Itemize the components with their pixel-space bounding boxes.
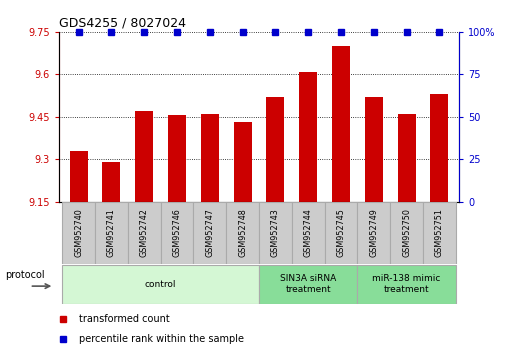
FancyBboxPatch shape <box>358 202 390 264</box>
FancyBboxPatch shape <box>128 202 161 264</box>
Text: GSM952744: GSM952744 <box>304 209 313 257</box>
Text: GSM952748: GSM952748 <box>238 209 247 257</box>
Bar <box>135 111 153 202</box>
Text: protocol: protocol <box>5 270 44 280</box>
Bar <box>398 114 416 202</box>
FancyBboxPatch shape <box>358 264 456 304</box>
FancyBboxPatch shape <box>390 202 423 264</box>
Bar <box>103 162 121 202</box>
FancyBboxPatch shape <box>62 202 95 264</box>
Bar <box>168 115 186 202</box>
Text: GDS4255 / 8027024: GDS4255 / 8027024 <box>59 16 186 29</box>
Bar <box>70 151 88 202</box>
FancyBboxPatch shape <box>193 202 226 264</box>
FancyBboxPatch shape <box>292 202 325 264</box>
FancyBboxPatch shape <box>423 202 456 264</box>
FancyBboxPatch shape <box>259 202 292 264</box>
Bar <box>365 97 383 202</box>
Text: GSM952751: GSM952751 <box>435 208 444 257</box>
Text: control: control <box>145 280 176 289</box>
FancyBboxPatch shape <box>259 264 358 304</box>
FancyBboxPatch shape <box>62 264 259 304</box>
Bar <box>332 46 350 202</box>
Text: SIN3A siRNA
treatment: SIN3A siRNA treatment <box>280 274 337 294</box>
Bar <box>430 94 448 202</box>
Bar <box>299 72 317 202</box>
Text: GSM952743: GSM952743 <box>271 209 280 257</box>
FancyBboxPatch shape <box>325 202 358 264</box>
Text: GSM952742: GSM952742 <box>140 208 149 257</box>
Bar <box>201 114 219 202</box>
Text: miR-138 mimic
treatment: miR-138 mimic treatment <box>372 274 441 294</box>
Text: GSM952747: GSM952747 <box>205 208 214 257</box>
Text: GSM952741: GSM952741 <box>107 209 116 257</box>
Text: GSM952745: GSM952745 <box>337 208 346 257</box>
FancyBboxPatch shape <box>95 202 128 264</box>
Bar <box>233 122 252 202</box>
Bar <box>266 97 285 202</box>
Text: GSM952746: GSM952746 <box>172 209 182 257</box>
Text: transformed count: transformed count <box>79 314 170 324</box>
Text: GSM952740: GSM952740 <box>74 209 83 257</box>
Text: percentile rank within the sample: percentile rank within the sample <box>79 334 244 344</box>
FancyBboxPatch shape <box>161 202 193 264</box>
Text: GSM952750: GSM952750 <box>402 208 411 257</box>
Text: GSM952749: GSM952749 <box>369 208 379 257</box>
FancyBboxPatch shape <box>226 202 259 264</box>
